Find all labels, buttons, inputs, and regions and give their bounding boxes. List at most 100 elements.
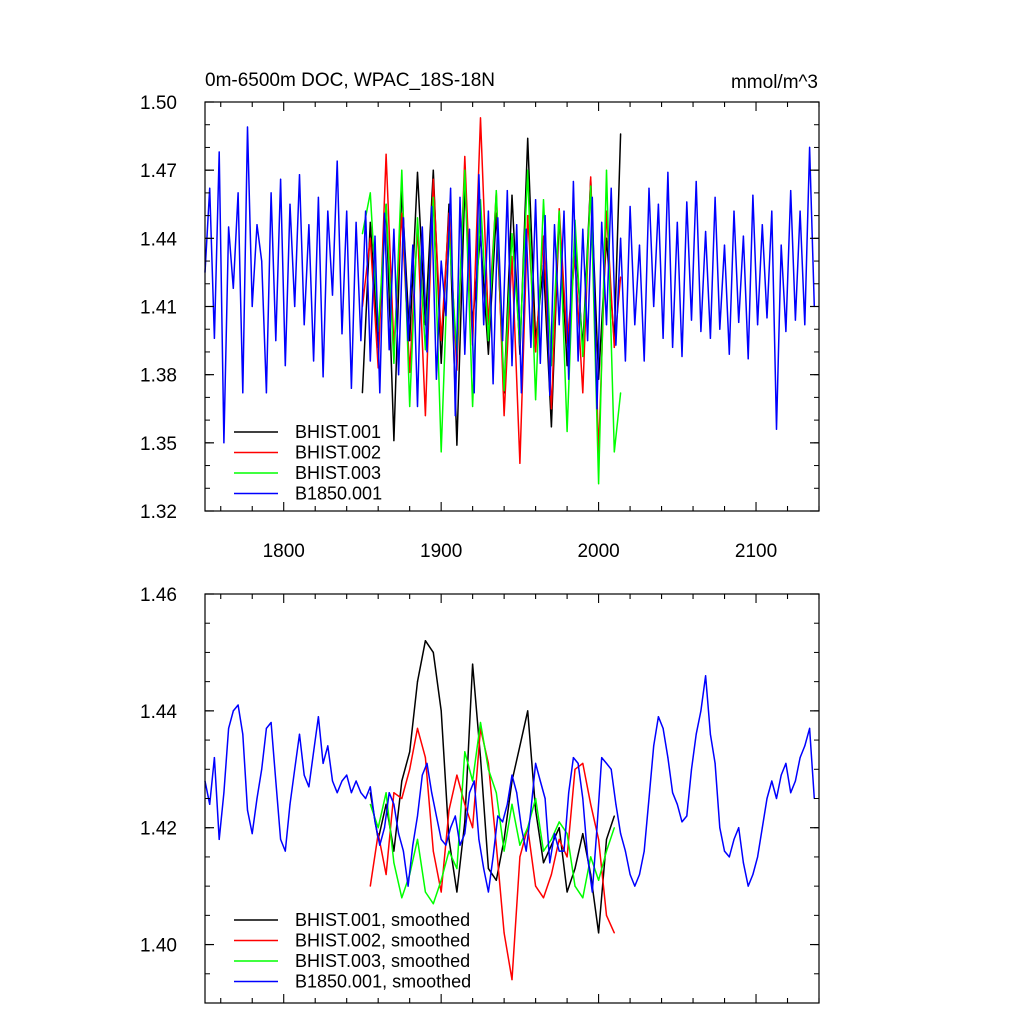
data-point [464,169,466,171]
data-point [568,792,570,794]
data-point [799,757,801,759]
data-point [590,803,592,805]
data-point [322,762,324,765]
data-point [454,415,456,417]
data-point [761,224,763,226]
data-point [416,815,419,817]
top-series-group [204,117,816,485]
data-point [487,353,489,355]
data-point [401,212,403,214]
data-point [409,768,411,770]
data-point [424,640,426,642]
data-point [246,809,249,811]
data-point [448,850,450,852]
data-point [544,797,546,800]
legend-label: B1850.001 [295,484,382,504]
y-tick-label: 1.38 [140,366,177,387]
data-point [601,757,603,759]
data-point [237,192,239,194]
data-point [346,210,348,212]
data-point [487,868,489,870]
x-tick-label: 2100 [735,541,777,562]
data-point [757,856,759,858]
data-point [752,873,754,876]
data-point [511,255,513,258]
data-point [478,174,480,176]
data-point [361,233,363,235]
data-point [530,809,532,811]
data-point [695,733,697,735]
data-point [424,415,426,417]
data-point [620,133,622,135]
data-point [454,815,456,817]
data-point [445,315,447,317]
data-point [558,324,560,326]
data-point [587,340,589,342]
data-point [620,237,622,239]
data-point [728,856,730,858]
data-point [530,346,532,348]
data-point [331,780,334,782]
data-point [563,850,565,852]
chart-title: 0m-6500m DOC, WPAC_18S-18N [205,70,495,91]
data-point [298,733,301,735]
data-point [511,194,513,196]
data-point [620,833,622,835]
data-point [393,362,395,364]
data-point [598,838,600,841]
data-point [416,217,419,219]
data-point [563,210,565,212]
data-point [568,378,570,380]
data-point [738,321,740,323]
legend-label: BHIST.002 [295,443,381,463]
data-point [624,850,627,852]
data-point [432,178,434,180]
legend-label: BHIST.003, smoothed [295,951,470,971]
data-point [596,827,598,829]
data-point [667,757,669,759]
data-point [432,651,434,654]
data-point [440,451,442,453]
data-point [261,260,263,262]
data-point [284,850,286,852]
data-point [511,774,513,776]
data-point [700,710,702,712]
data-point [379,844,381,846]
data-point [582,228,584,230]
data-point [409,405,411,408]
data-point [218,838,220,841]
data-point [785,330,787,333]
data-point [407,340,409,342]
data-point [566,430,568,433]
y-tick-label: 1.44 [140,229,177,250]
data-point [331,294,334,296]
data-point [432,903,434,905]
data-point [672,346,674,348]
data-point [385,792,387,794]
data-point [313,751,315,753]
data-point [472,663,474,665]
data-point [590,185,592,187]
data-point [322,376,324,378]
data-point [590,856,592,858]
data-point [369,360,371,362]
data-point [757,324,759,326]
data-point [341,333,343,335]
data-point [503,838,505,841]
data-point [511,979,513,981]
data-point [440,891,442,893]
data-point [341,780,343,782]
data-point [601,221,603,223]
data-point [472,827,474,829]
data-point [719,328,721,330]
data-point [520,392,523,394]
data-point [709,733,712,735]
data-point [431,792,433,794]
data-point [393,862,395,864]
data-point [416,838,419,841]
data-point [280,838,282,841]
data-point [401,797,403,800]
data-point [503,850,505,852]
data-point [511,233,513,235]
